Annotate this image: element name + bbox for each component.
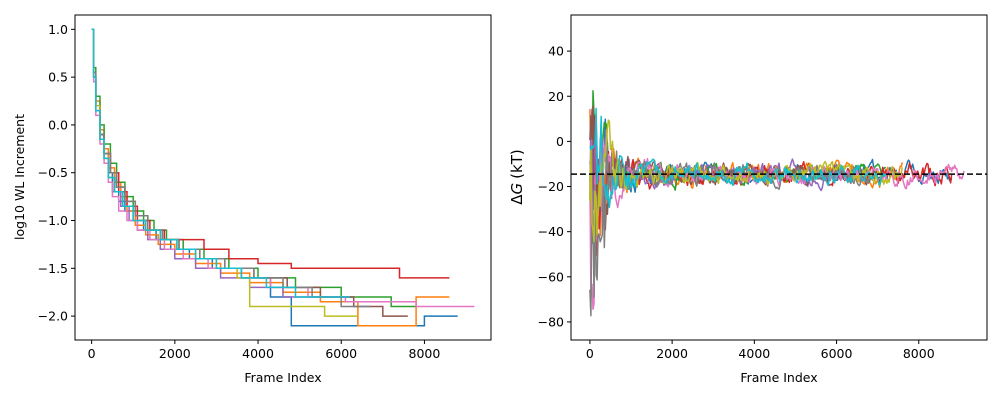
dg-series-line-9 <box>589 119 904 243</box>
x-tick-label: 6000 <box>325 346 357 361</box>
y-tick-label: −40 <box>538 224 564 239</box>
y-tick-label: −80 <box>538 314 564 329</box>
y-tick-label: 0.0 <box>48 117 68 132</box>
y-tick-label: 1.0 <box>48 22 68 37</box>
y-tick-label: −1.5 <box>38 261 68 276</box>
x-tick-label: 4000 <box>242 346 274 361</box>
x-tick-label: 0 <box>586 346 594 361</box>
x-tick-label: 0 <box>88 346 96 361</box>
right-y-label-unit: (kT) <box>508 149 526 179</box>
y-tick-label: 20 <box>548 89 564 104</box>
right-y-ticks: −80 −60 −40 −20 0 20 40 <box>538 44 571 329</box>
dg-series-line-10 <box>589 107 887 209</box>
right-series-lines <box>589 90 965 317</box>
y-tick-label: 40 <box>548 44 564 59</box>
right-y-label-delta: Δ <box>508 194 526 205</box>
x-tick-label: 8000 <box>409 346 441 361</box>
y-tick-label: −60 <box>538 269 564 284</box>
right-y-axis-label: ΔG (kT) <box>508 149 526 204</box>
wl-series-line-10 <box>91 28 350 298</box>
left-y-ticks: −2.0 −1.5 −1.0 −0.5 0.0 0.5 1.0 <box>38 22 75 324</box>
left-plot-frame <box>74 14 492 341</box>
y-tick-label: −2.0 <box>38 309 68 324</box>
left-y-axis-label: log10 WL Increment <box>12 114 27 240</box>
x-tick-label: 6000 <box>821 346 853 361</box>
right-y-label-g: G <box>508 183 526 195</box>
left-series-lines <box>91 28 475 327</box>
y-tick-label: −0.5 <box>38 165 68 180</box>
y-tick-label: −1.0 <box>38 213 68 228</box>
y-tick-label: −20 <box>538 179 564 194</box>
right-chart-delta-g: 0 2000 4000 6000 8000 −80 −60 −40 −20 0 20 40 Fram… <box>508 14 988 385</box>
right-x-ticks: 0 2000 4000 6000 8000 <box>586 340 935 361</box>
x-tick-label: 4000 <box>738 346 770 361</box>
x-tick-label: 2000 <box>159 346 191 361</box>
left-x-ticks: 0 2000 4000 6000 8000 <box>88 340 441 361</box>
x-tick-label: 2000 <box>656 346 688 361</box>
y-tick-label: 0 <box>556 134 564 149</box>
right-x-axis-label: Frame Index <box>740 370 817 385</box>
right-plot-frame <box>570 14 988 341</box>
left-chart-wl-increment: 0 2000 4000 6000 8000 −2.0 −1.5 −1.0 −0.5 0.0 0.5… <box>12 14 492 385</box>
left-x-axis-label: Frame Index <box>244 370 321 385</box>
x-tick-label: 8000 <box>903 346 935 361</box>
y-tick-label: 0.5 <box>48 70 68 85</box>
